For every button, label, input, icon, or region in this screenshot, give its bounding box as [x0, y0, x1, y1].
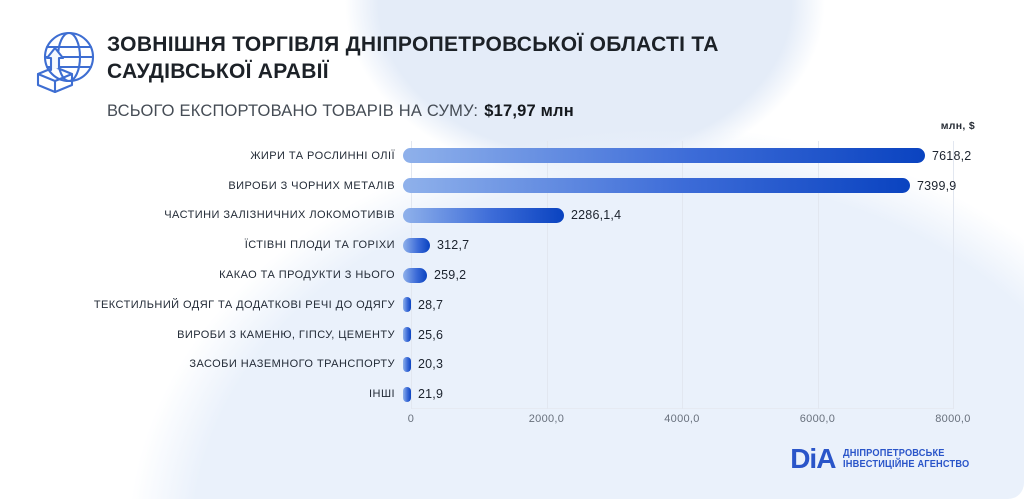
bar-track: 25,6 [403, 327, 1024, 343]
category-label: ВИРОБИ З ЧОРНИХ МЕТАЛІВ [228, 179, 395, 192]
bar [403, 267, 427, 283]
category-label: ІНШІ [369, 388, 395, 401]
category-label: ВИРОБИ З КАМЕНЮ, ГІПСУ, ЦЕМЕНТУ [177, 328, 395, 341]
subtitle: ВСЬОГО ЕКСПОРТОВАНО ТОВАРІВ НА СУМУ: $17,… [107, 102, 574, 121]
bar [403, 178, 910, 194]
value-label: 7399,9 [917, 178, 957, 193]
value-label: 2286,1,4 [571, 208, 622, 223]
page-title-line1: ЗОВНІШНЯ ТОРГІВЛЯ ДНІПРОПЕТРОВСЬКОЇ ОБЛА… [107, 33, 719, 56]
bar-row: ВИРОБИ З КАМЕНЮ, ГІПСУ, ЦЕМЕНТУ 25,6 [0, 320, 1024, 350]
x-tick-label: 4000,0 [664, 413, 700, 425]
bar-track: 312,7 [403, 237, 1024, 253]
gridline [682, 141, 683, 409]
bar-track: 259,2 [403, 267, 1024, 283]
bar [403, 148, 925, 164]
dia-logo-mark: DiA [790, 443, 836, 474]
bar [403, 356, 411, 372]
subtitle-amount: $17,97 млн [484, 102, 574, 120]
x-tick-label: 6000,0 [799, 413, 836, 425]
dia-logo-text-line1: ДНІПРОПЕТРОВСЬКЕ [843, 446, 946, 459]
value-label: 7618,2 [932, 148, 972, 163]
bar-track: 2286,1,4 [403, 207, 1024, 223]
bar-track: 20,3 [403, 356, 1024, 372]
value-label: 312,7 [437, 238, 470, 253]
dia-logo-text-line2: ІНВЕСТИЦІЙНЕ АГЕНСТВО [843, 458, 970, 470]
bar-track: 21,9 [403, 386, 1024, 402]
axis-unit-label: млн, $ [940, 120, 975, 132]
category-label: КАКАО ТА ПРОДУКТИ З НЬОГО [219, 269, 395, 282]
bar-row: ІНШІ 21,9 [0, 379, 1024, 409]
x-tick-label: 8000,0 [935, 413, 971, 425]
bar-row: ЗАСОБИ НАЗЕМНОГО ТРАНСПОРТУ 20,3 [0, 349, 1024, 379]
bar [403, 327, 411, 343]
export-globe-icon [36, 31, 95, 94]
category-label: ЧАСТИНИ ЗАЛІЗНИЧНИХ ЛОКОМОТИВІВ [164, 209, 395, 222]
subtitle-text: ВСЬОГО ЕКСПОРТОВАНО ТОВАРІВ НА СУМУ: [107, 102, 479, 120]
value-label: 25,6 [418, 327, 444, 342]
bar-track: 28,7 [403, 297, 1024, 313]
dia-logo: DiA ДНІПРОПЕТРОВСЬКЕ ІНВЕСТИЦІЙНЕ АГЕНСТ… [790, 444, 987, 474]
category-label: ЗАСОБИ НАЗЕМНОГО ТРАНСПОРТУ [189, 358, 395, 371]
bar [403, 297, 411, 313]
value-label: 259,2 [434, 268, 467, 283]
page-title: ЗОВНІШНЯ ТОРГІВЛЯ ДНІПРОПЕТРОВСЬКОЇ ОБЛА… [107, 31, 719, 85]
category-label: ЖИРИ ТА РОСЛИННІ ОЛІЇ [250, 149, 395, 162]
category-label: ЇСТІВНІ ПЛОДИ ТА ГОРІХИ [244, 239, 395, 252]
bar [403, 386, 411, 402]
bar-row: ЖИРИ ТА РОСЛИННІ ОЛІЇ 7618,2 [0, 141, 1024, 171]
x-axis: 0 2000,0 4000,0 6000,0 8000,0 [0, 413, 1024, 429]
bar-row: ЧАСТИНИ ЗАЛІЗНИЧНИХ ЛОКОМОТИВІВ 2286,1,4 [0, 201, 1024, 231]
gridline [546, 141, 548, 409]
value-label: 20,3 [418, 357, 444, 372]
bar-row: КАКАО ТА ПРОДУКТИ З НЬОГО 259,2 [0, 260, 1024, 290]
x-tick-label: 0 [407, 413, 415, 425]
page-title-line2: САУДІВСЬКОЇ АРАВІЇ [107, 60, 329, 83]
dia-logo-text: ДНІПРОПЕТРОВСЬКЕ ІНВЕСТИЦІЙНЕ АГЕНСТВО [843, 446, 970, 471]
bar-rows: ЖИРИ ТА РОСЛИННІ ОЛІЇ 7618,2 ВИРОБИ З ЧОРН… [0, 141, 1024, 409]
bar-row: ТЕКСТИЛЬНИЙ ОДЯГ ТА ДОДАТКОВІ РЕЧІ ДО ОД… [0, 290, 1024, 320]
bar-track: 7618,2 [403, 148, 1024, 164]
value-label: 21,9 [418, 387, 444, 402]
category-label: ТЕКСТИЛЬНИЙ ОДЯГ ТА ДОДАТКОВІ РЕЧІ ДО ОД… [93, 298, 395, 311]
bar [403, 237, 430, 253]
bar-row: ВИРОБИ З ЧОРНИХ МЕТАЛІВ 7399,9 [0, 171, 1024, 201]
gridline [817, 141, 819, 409]
x-tick-label: 2000,0 [528, 413, 565, 425]
bar-row: ЇСТІВНІ ПЛОДИ ТА ГОРІХИ 312,7 [0, 230, 1024, 260]
bar [403, 207, 564, 223]
gridline [953, 141, 954, 409]
bar-track: 7399,9 [403, 178, 1024, 194]
value-label: 28,7 [418, 297, 444, 312]
